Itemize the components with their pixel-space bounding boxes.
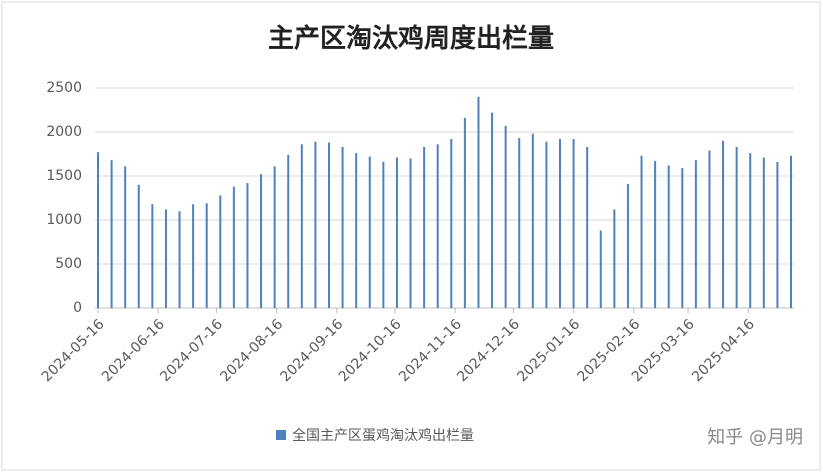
bar (423, 146, 426, 308)
bar (749, 153, 752, 308)
legend-swatch (276, 430, 286, 440)
y-tick-label: 1500 (46, 168, 82, 184)
watermark: 知乎 @月明 (707, 427, 803, 448)
bar (450, 139, 453, 308)
y-tick-label: 1000 (46, 212, 82, 228)
bar (287, 154, 290, 308)
bar (477, 96, 480, 308)
bar (314, 141, 317, 308)
chart-title: 主产区淘汰鸡周度出栏量 (268, 23, 554, 54)
bar (192, 204, 195, 308)
bar (382, 161, 385, 308)
bar (260, 174, 263, 308)
bar (640, 155, 643, 308)
y-tick-label: 2500 (46, 80, 82, 96)
bar (395, 157, 398, 308)
bar (518, 138, 521, 308)
bar (708, 150, 711, 308)
bar (110, 160, 113, 308)
bar (762, 157, 765, 308)
bar (694, 160, 697, 308)
y-tick-label: 2000 (46, 124, 82, 140)
bar (463, 117, 466, 308)
legend-label: 全国主产区蛋鸡淘汰鸡出栏量 (292, 427, 474, 444)
bar (368, 156, 371, 308)
bar (97, 152, 99, 308)
y-tick-label: 500 (55, 256, 82, 272)
bar (178, 211, 181, 308)
bar (626, 183, 629, 308)
bar (572, 139, 575, 308)
bar (124, 166, 127, 308)
bar (586, 146, 589, 308)
bar (409, 158, 412, 308)
bar (667, 165, 670, 308)
bar (246, 183, 249, 308)
bar (205, 203, 208, 308)
bar (504, 125, 507, 308)
bar (355, 153, 358, 308)
bar (559, 139, 561, 308)
bar (531, 133, 534, 308)
bar (164, 209, 167, 308)
bar (273, 166, 276, 308)
bar (790, 155, 792, 308)
bar (436, 144, 439, 308)
bar (722, 140, 725, 308)
bar (300, 144, 303, 308)
bar (599, 230, 602, 308)
bar (219, 195, 222, 308)
bar (491, 112, 494, 308)
bar (137, 184, 140, 308)
bar (545, 141, 548, 308)
bar (654, 161, 657, 308)
bar (681, 168, 684, 308)
bar (735, 146, 738, 308)
bar (232, 186, 235, 308)
y-tick-label: 0 (73, 300, 82, 316)
bar (328, 142, 330, 308)
bar (613, 209, 616, 308)
bar (776, 161, 779, 308)
bar (341, 146, 344, 308)
bar (151, 204, 154, 308)
